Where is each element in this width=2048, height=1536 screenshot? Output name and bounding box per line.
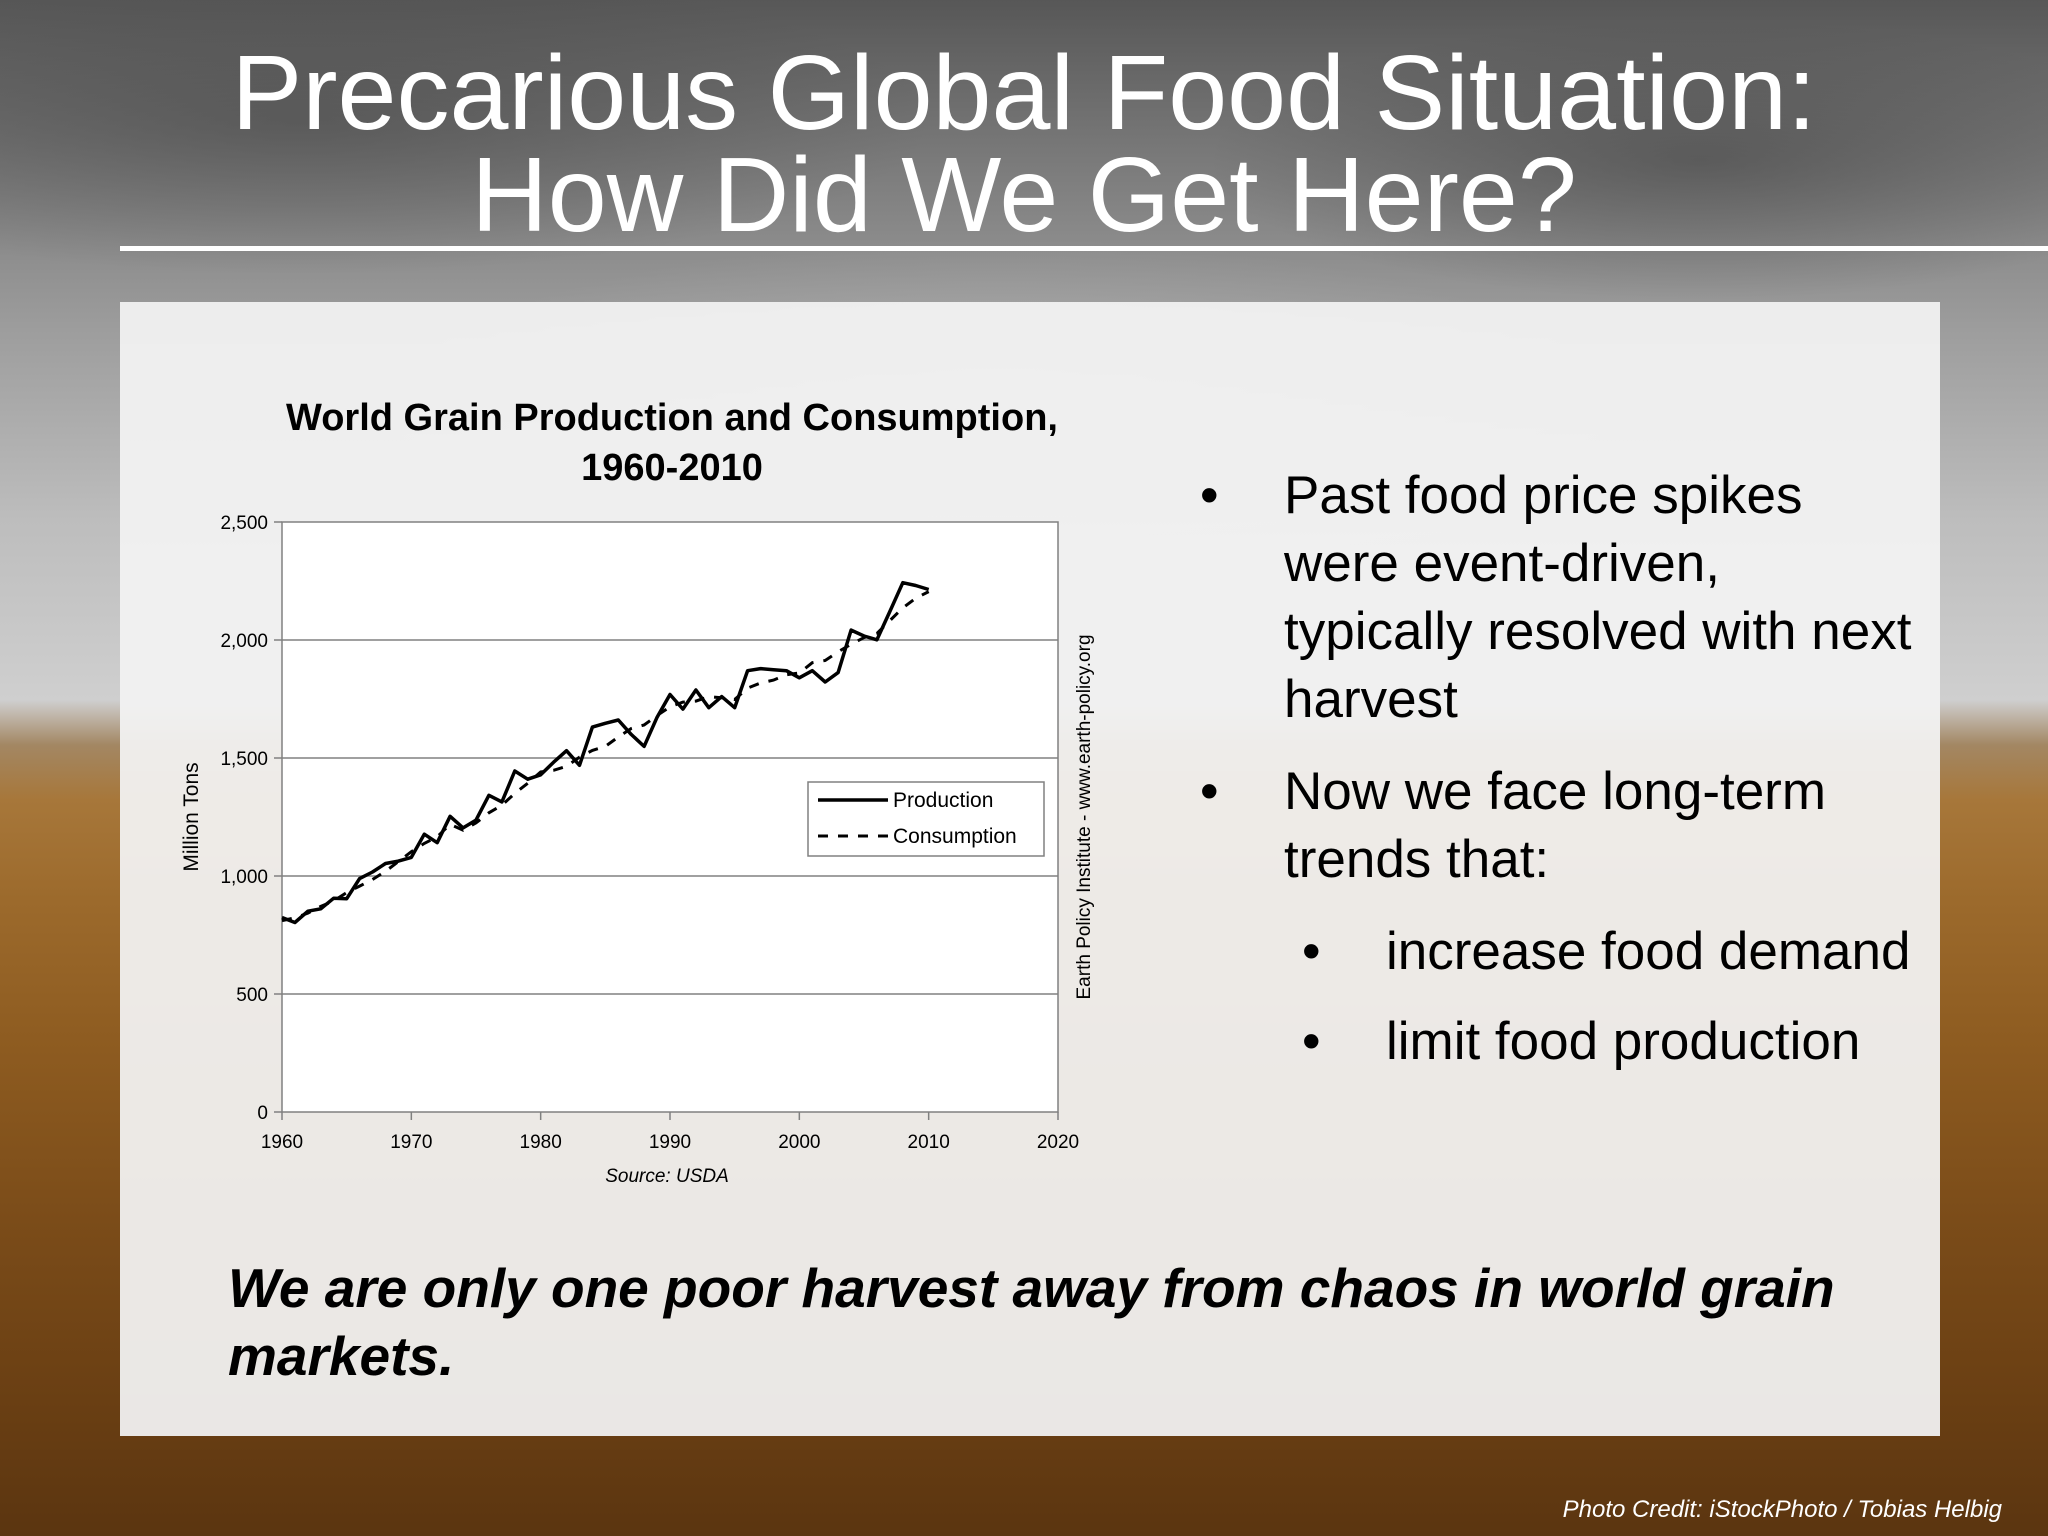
x-tick-label: 2010	[908, 1132, 950, 1153]
series-line-consumption	[281, 590, 930, 923]
x-tick-label: 1990	[649, 1132, 691, 1153]
side-note-label: Earth Policy Institute - www.earth-polic…	[1074, 634, 1095, 999]
y-tick-label: 0	[257, 1103, 268, 1124]
bullet-item-2: • Now we face long-term trends that:	[1200, 758, 1920, 894]
x-tick-label: 1980	[520, 1132, 562, 1153]
y-axis-label: Million Tons	[180, 762, 203, 871]
grain-chart: World Grain Production and Consumption, …	[180, 397, 1095, 1187]
slide-title: Precarious Global Food Situation: How Di…	[0, 34, 2048, 254]
chart-title-line2: 1960-2010	[581, 447, 763, 489]
legend-box	[807, 781, 1045, 857]
slide-title-line2: How Did We Get Here?	[471, 136, 1577, 254]
legend-label-consumption: Consumption	[893, 825, 1017, 848]
x-tick-label: 2020	[1037, 1132, 1079, 1153]
bullet-dot: •	[1200, 762, 1219, 821]
chart-title-line1: World Grain Production and Consumption,	[286, 397, 1058, 439]
slide-title-line1: Precarious Global Food Situation:	[231, 34, 1817, 152]
bullet-text: Past food price spikes were event-driven…	[1284, 466, 1912, 729]
chart-legend: Production Consumption	[807, 781, 1045, 857]
bullet-list: • Past food price spikes were event-driv…	[1200, 462, 1920, 1098]
y-tick-label: 2,500	[220, 513, 268, 534]
bullet-text: Now we face long-term trends that:	[1284, 762, 1826, 889]
x-tick-label: 2000	[778, 1132, 820, 1153]
key-statement: We are only one poor harvest away from c…	[228, 1257, 1835, 1387]
y-tick-label: 500	[236, 985, 268, 1006]
bullet-dot: •	[1200, 466, 1219, 525]
sub-bullet-text: limit food production	[1386, 1012, 1861, 1071]
legend-label-production: Production	[893, 789, 993, 812]
x-tick-label: 1970	[390, 1132, 432, 1153]
x-tick-label: 1960	[261, 1132, 303, 1153]
x-tick-labels: 1960 1970 1980 1990 2000 2010 2020	[261, 1132, 1079, 1153]
grid-lines	[274, 521, 1059, 1120]
sub-bullet-item-1: • increase food demand	[1200, 918, 1920, 986]
source-label: Source: USDA	[605, 1166, 729, 1187]
photo-credit: Photo Credit: iStockPhoto / Tobias Helbi…	[1562, 1496, 2002, 1523]
sub-bullet-text: increase food demand	[1386, 922, 1911, 981]
y-tick-label: 1,500	[220, 749, 268, 770]
sub-bullet-dot: •	[1302, 1012, 1321, 1071]
y-tick-label: 1,000	[220, 867, 268, 888]
sub-bullet-dot: •	[1302, 922, 1321, 981]
title-divider	[120, 246, 2048, 251]
sub-bullet-item-2: • limit food production	[1200, 1008, 1920, 1076]
series-line-production	[281, 580, 930, 925]
y-tick-labels: 0 500 1,000 1,500 2,000 2,500	[220, 513, 268, 1124]
bullet-item-1: • Past food price spikes were event-driv…	[1200, 462, 1920, 734]
y-tick-label: 2,000	[220, 631, 268, 652]
